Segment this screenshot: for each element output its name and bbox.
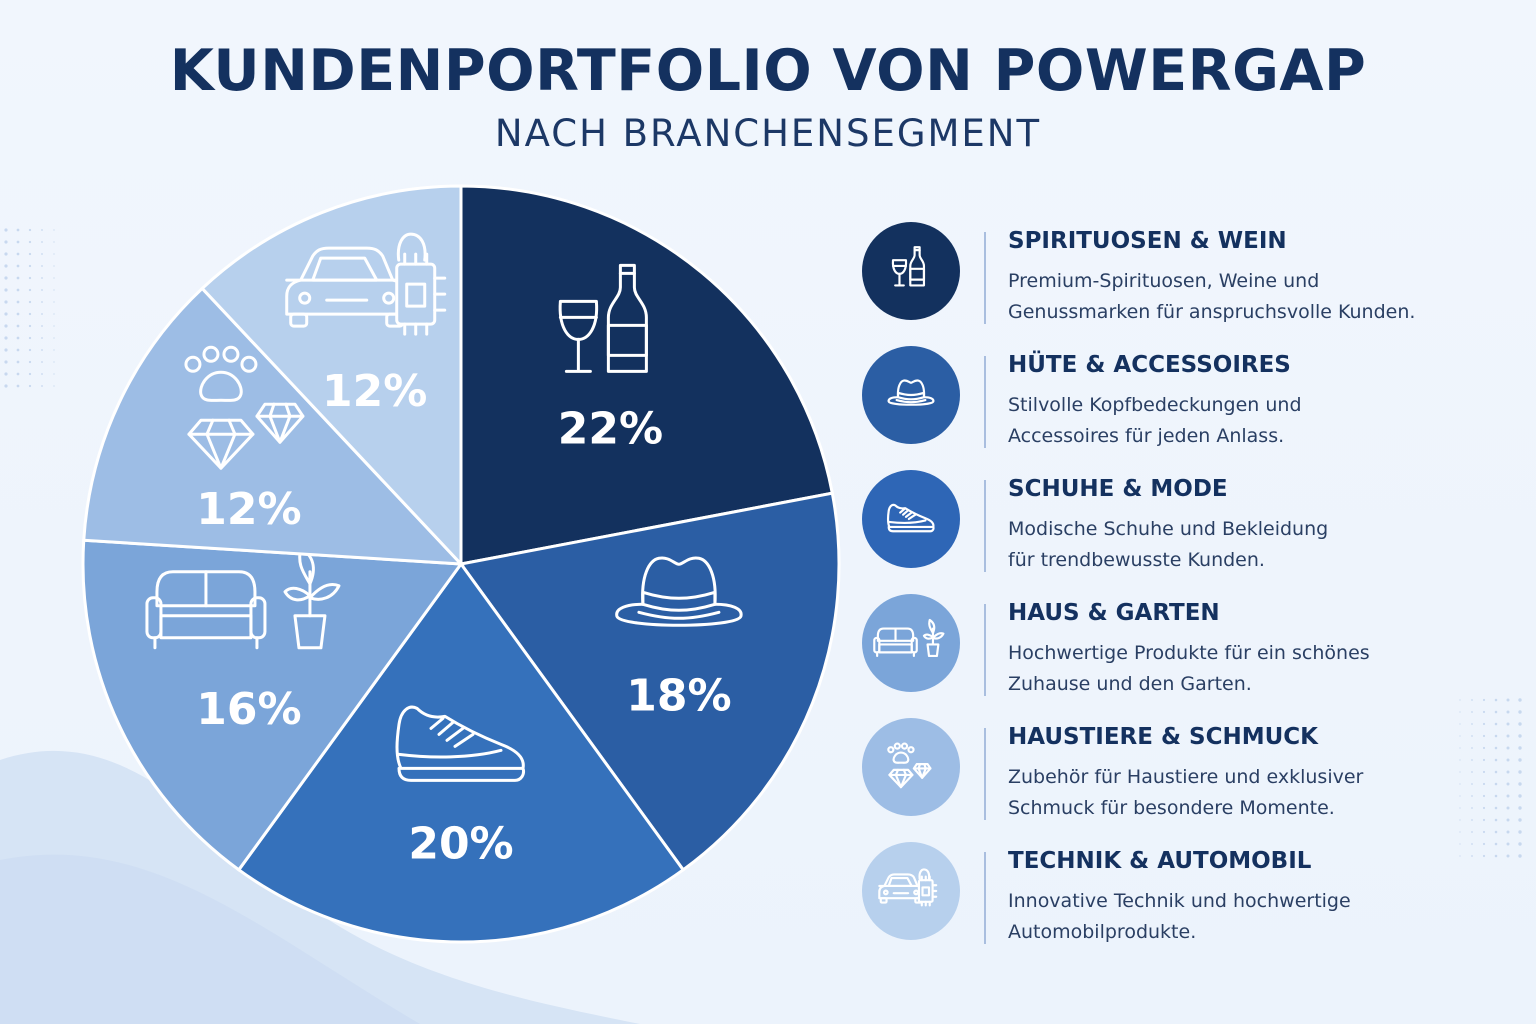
legend-item-name: SCHUHE & MODE xyxy=(1008,476,1228,502)
pie-slice-3 xyxy=(236,561,686,944)
hat-icon xyxy=(615,556,743,627)
legend-description-line: Automobilprodukte. xyxy=(1008,921,1197,943)
legend-divider xyxy=(984,728,986,820)
legend-description-line: Accessoires für jeden Anlass. xyxy=(1008,425,1285,447)
legend-description-line: Zuhause und den Garten. xyxy=(1008,673,1252,695)
legend-item-description: Stilvolle Kopfbedeckungen und Accessoires… xyxy=(1008,390,1518,452)
legend-item-name: SPIRITUOSEN & WEIN xyxy=(1008,228,1287,254)
legend-item-name: HÜTE & ACCESSOIRES xyxy=(1008,352,1291,378)
legend-item: HAUSTIERE & SCHMUCK Zubehör für Haustiere… xyxy=(860,716,1520,826)
legend-description-line: Zubehör für Haustiere und exklusiver xyxy=(1008,766,1364,788)
legend-description-line: Innovative Technik und hochwertige xyxy=(1008,890,1351,912)
legend-description-line: Hochwertige Produkte für ein schönes xyxy=(1008,642,1370,664)
legend-divider xyxy=(984,356,986,448)
legend-icon-circle xyxy=(862,718,960,816)
legend-description-line: Premium-Spirituosen, Weine und xyxy=(1008,270,1320,292)
legend-item: SPIRITUOSEN & WEIN Premium-Spirituosen, W… xyxy=(860,220,1520,330)
legend-description-line: Genussmarken für anspruchsvolle Kunden. xyxy=(1008,301,1416,323)
slice-value-label-1: 22% xyxy=(558,403,663,454)
car-chip-icon xyxy=(285,232,447,336)
sneaker-icon xyxy=(395,705,525,782)
legend-icon-circle xyxy=(862,470,960,568)
hat-icon xyxy=(887,379,935,406)
sneaker-icon xyxy=(886,503,935,533)
wine-bottle-glass-icon xyxy=(891,246,926,287)
slice-value-label-4: 16% xyxy=(196,684,301,735)
legend-item-name: HAUSTIERE & SCHMUCK xyxy=(1008,724,1318,750)
legend-icon-circle xyxy=(862,222,960,320)
legend-item: SCHUHE & MODE Modische Schuhe und Bekleid… xyxy=(860,468,1520,578)
legend-item: HAUS & GARTEN Hochwertige Produkte für ei… xyxy=(860,592,1520,702)
legend-icon-circle xyxy=(862,594,960,692)
slice-value-label-6: 12% xyxy=(322,366,427,417)
slice-value-label-5: 12% xyxy=(196,484,301,535)
car-chip-icon xyxy=(878,868,938,907)
pie-slice-1 xyxy=(459,184,835,566)
legend-item-description: Hochwertige Produkte für ein schönes Zuha… xyxy=(1008,638,1518,700)
legend-description-line: Modische Schuhe und Bekleidung xyxy=(1008,518,1329,540)
legend-description-line: Stilvolle Kopfbedeckungen und xyxy=(1008,394,1302,416)
sofa-plant-icon xyxy=(873,618,945,658)
legend-item: HÜTE & ACCESSOIRES Stilvolle Kopfbedeckun… xyxy=(860,344,1520,454)
legend-divider xyxy=(984,480,986,572)
page-title: KUNDENPORTFOLIO VON POWERGAP xyxy=(169,38,1367,104)
legend-item-description: Modische Schuhe und Bekleidung für trendb… xyxy=(1008,514,1518,576)
legend-description-line: Schmuck für besondere Momente. xyxy=(1008,797,1335,819)
legend-divider xyxy=(984,852,986,944)
legend-item-description: Zubehör für Haustiere und exklusiver Schm… xyxy=(1008,762,1518,824)
pie-slice-4 xyxy=(81,538,464,872)
slice-value-label-2: 18% xyxy=(626,670,731,721)
wine-bottle-glass-icon xyxy=(558,263,648,373)
legend-icon-circle xyxy=(862,346,960,444)
legend-item: TECHNIK & AUTOMOBIL Innovative Technik un… xyxy=(860,840,1520,950)
legend-divider xyxy=(984,604,986,696)
legend-divider xyxy=(984,232,986,324)
slice-value-label-3: 20% xyxy=(408,818,513,869)
legend-item-description: Innovative Technik und hochwertige Automo… xyxy=(1008,886,1518,948)
legend-icon-circle xyxy=(862,842,960,940)
pie-slice-2 xyxy=(458,491,841,872)
page-subtitle: NACH BRANCHENSEGMENT xyxy=(494,112,1042,155)
legend-item-name: TECHNIK & AUTOMOBIL xyxy=(1008,848,1312,874)
paw-diamond-icon xyxy=(887,742,932,789)
paw-diamond-icon xyxy=(184,345,305,470)
legend-item-name: HAUS & GARTEN xyxy=(1008,600,1220,626)
legend-item-description: Premium-Spirituosen, Weine und Genussmark… xyxy=(1008,266,1518,328)
legend-description-line: für trendbewusste Kunden. xyxy=(1008,549,1265,571)
